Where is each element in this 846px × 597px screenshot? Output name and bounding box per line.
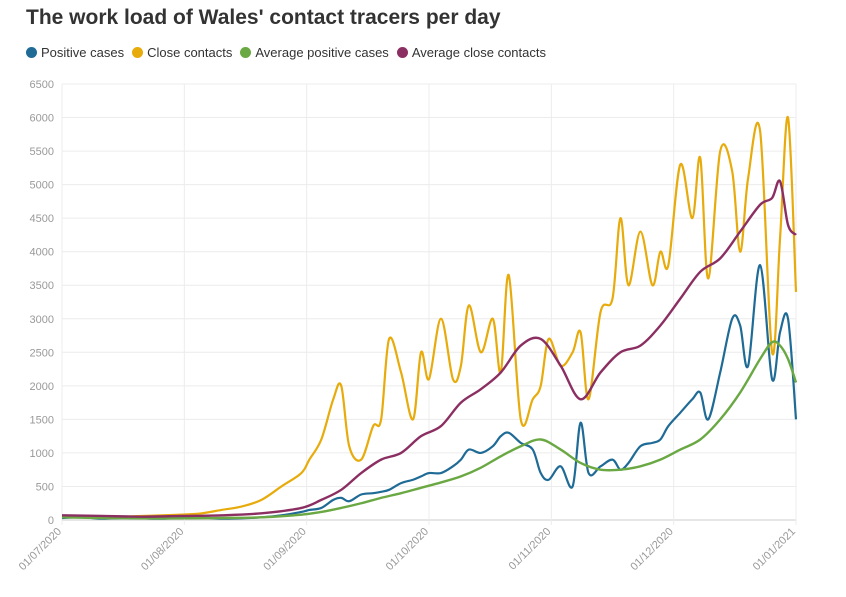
series-line-close-contacts [61, 116, 798, 519]
series-line-average-close-contacts [61, 179, 797, 518]
x-tick-label: 01/10/2020 [384, 526, 431, 573]
legend-item-close-contacts[interactable]: Close contacts [132, 45, 232, 60]
legend-label-average-positive-cases: Average positive cases [255, 45, 389, 60]
y-tick-label: 3500 [30, 280, 54, 292]
legend-swatch-positive-cases [26, 47, 37, 58]
x-tick-label: 01/08/2020 [139, 526, 186, 573]
legend-swatch-average-positive-cases [240, 47, 252, 58]
y-tick-label: 6000 [30, 113, 54, 125]
x-tick-label: 01/09/2020 [261, 526, 308, 573]
chart-title: The work load of Wales' contact tracers … [26, 6, 501, 29]
y-tick-label: 1000 [30, 448, 54, 460]
y-tick-label: 4500 [30, 213, 54, 225]
y-tick-label: 2500 [30, 347, 54, 359]
grid-lines [61, 83, 797, 525]
y-tick-label: 1500 [30, 414, 54, 426]
series-lines [61, 116, 798, 520]
y-tick-label: 4000 [30, 247, 54, 259]
series-line-average-positive-cases [61, 340, 798, 520]
legend: Positive cases Close contacts Average po… [26, 45, 546, 60]
legend-item-positive-cases[interactable]: Positive cases [26, 45, 124, 60]
legend-label-close-contacts: Close contacts [147, 45, 233, 60]
y-axis-ticks: 0 500 1000 1500 2000 2500 3000 3500 4000 4500 5000… [30, 79, 54, 527]
y-tick-label: 5000 [30, 180, 54, 192]
legend-swatch-average-close-contacts [396, 47, 408, 58]
x-tick-label: 01/07/2020 [17, 526, 64, 573]
legend-label-average-close-contacts: Average close contacts [411, 45, 546, 60]
x-tick-label: 01/12/2020 [628, 526, 675, 573]
legend-label-positive-cases: Positive cases [41, 45, 125, 60]
y-tick-label: 500 [36, 481, 54, 493]
y-tick-label: 6500 [30, 79, 54, 91]
legend-item-average-close-contacts[interactable]: Average close contacts [396, 45, 546, 60]
legend-swatch-close-contacts [132, 47, 144, 58]
x-tick-label: 01/11/2020 [507, 526, 554, 573]
y-tick-label: 3000 [30, 314, 54, 326]
y-tick-label: 5500 [30, 146, 54, 158]
y-tick-label: 0 [48, 515, 54, 527]
legend-item-average-positive-cases[interactable]: Average positive cases [240, 45, 389, 60]
x-tick-label: 01/01/2021 [751, 526, 798, 573]
y-tick-label: 2000 [30, 381, 54, 393]
x-axis-ticks: 01/07/2020 01/08/2020 01/09/2020 01/10/2020… [17, 526, 798, 573]
